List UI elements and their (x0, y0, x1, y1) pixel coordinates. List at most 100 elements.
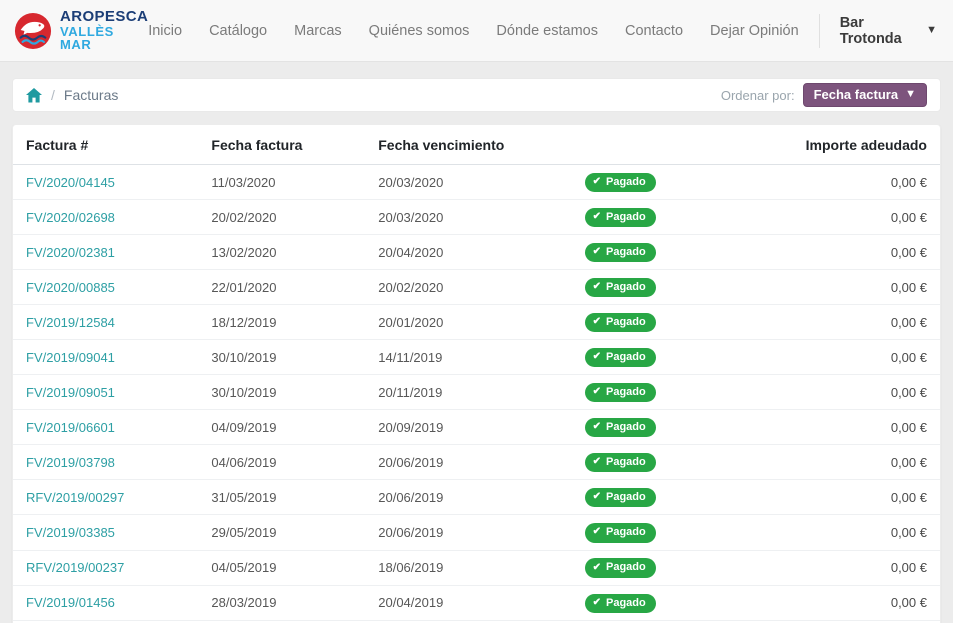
invoice-date-cell: 18/12/2019 (198, 304, 366, 341)
nav-links: Inicio Catálogo Marcas Quiénes somos Dón… (148, 23, 798, 39)
brand-logo[interactable]: AROPESCA VALLÈS MAR (14, 9, 148, 52)
check-icon: ✔ (592, 246, 601, 258)
check-icon: ✔ (592, 421, 601, 433)
nav-link[interactable]: Inicio (148, 22, 183, 39)
check-icon: ✔ (592, 386, 601, 398)
table-row: FV/2020/00885 22/01/2020 20/02/2020 ✔ Pa… (13, 269, 940, 306)
header-amount-due: Importe adeudado (708, 125, 940, 165)
invoice-date-cell: 04/09/2019 (198, 409, 366, 446)
amount-due-cell: 0,00 € (708, 620, 940, 623)
chevron-down-icon: ▼ (926, 24, 937, 36)
breadcrumb-separator: / (51, 87, 55, 103)
status-badge-label: Pagado (606, 316, 646, 329)
invoice-date-cell: 20/02/2020 (198, 199, 366, 236)
check-icon: ✔ (592, 526, 601, 538)
amount-due-cell: 0,00 € (708, 444, 940, 481)
due-date-cell: 20/03/2020 (365, 199, 533, 236)
nav-link[interactable]: Dónde estamos (496, 22, 598, 39)
invoice-number-link[interactable]: FV/2019/12584 (26, 314, 115, 330)
due-date-cell: 20/04/2020 (365, 234, 533, 271)
due-date-cell: 20/06/2019 (365, 444, 533, 481)
status-badge: ✔ Pagado (584, 523, 656, 543)
status-badge-label: Pagado (606, 386, 646, 399)
invoices-table: Factura # Fecha factura Fecha vencimient… (13, 125, 940, 623)
table-row: FV/2020/04145 11/03/2020 20/03/2020 ✔ Pa… (13, 164, 940, 201)
sort-by-dropdown[interactable]: Fecha factura ▼ (802, 83, 927, 107)
amount-due-cell: 0,00 € (708, 199, 940, 236)
sort-by-label: Ordenar por: (720, 87, 795, 103)
table-row: FV/2019/03798 04/06/2019 20/06/2019 ✔ Pa… (13, 444, 940, 481)
status-badge-label: Pagado (606, 175, 646, 188)
nav-link[interactable]: Contacto (624, 22, 684, 39)
home-icon[interactable] (26, 87, 42, 103)
invoice-number-link[interactable]: FV/2019/01456 (26, 595, 115, 611)
table-row: FV/2019/12584 18/12/2019 20/01/2020 ✔ Pa… (13, 304, 940, 341)
invoice-number-link[interactable]: RFV/2019/00297 (26, 489, 125, 505)
breadcrumb-current-page: Facturas (63, 87, 119, 103)
invoice-number-link[interactable]: FV/2019/09051 (26, 384, 115, 400)
status-badge: ✔ Pagado (584, 488, 656, 508)
table-row: RFV/2019/00297 31/05/2019 20/06/2019 ✔ P… (13, 479, 940, 516)
invoice-number-link[interactable]: FV/2020/04145 (26, 174, 115, 190)
amount-due-cell: 0,00 € (708, 164, 940, 201)
breadcrumb: / Facturas (26, 87, 118, 103)
header-invoice-number: Factura # (13, 125, 199, 165)
invoice-date-cell: 04/05/2019 (198, 550, 366, 586)
check-icon: ✔ (592, 351, 601, 363)
sort-by-value: Fecha factura (813, 87, 899, 102)
top-navbar: AROPESCA VALLÈS MAR Inicio Catálogo Marc… (0, 0, 953, 62)
chevron-down-icon: ▼ (905, 88, 916, 100)
user-menu[interactable]: Bar Trotonda ▼ (818, 13, 937, 48)
invoice-number-link[interactable]: FV/2020/02698 (26, 209, 115, 225)
due-date-cell: 20/03/2019 (365, 620, 533, 623)
invoice-number-link[interactable]: FV/2019/03798 (26, 454, 115, 470)
due-date-cell: 20/11/2019 (365, 374, 533, 411)
status-badge-label: Pagado (606, 456, 646, 469)
invoice-date-cell: 22/01/2020 (198, 269, 366, 306)
check-icon: ✔ (592, 456, 601, 468)
due-date-cell: 14/11/2019 (365, 339, 533, 376)
table-row: FV/2019/09041 30/10/2019 14/11/2019 ✔ Pa… (13, 339, 940, 376)
invoice-number-link[interactable]: RFV/2019/00237 (26, 560, 125, 576)
invoice-date-cell: 04/06/2019 (198, 444, 366, 481)
header-due-date: Fecha vencimiento (365, 125, 533, 165)
invoice-number-link[interactable]: FV/2019/09041 (26, 349, 115, 365)
table-row: FV/2019/00365 21/02/2019 20/03/2019 ✔ Pa… (13, 620, 940, 623)
status-badge: ✔ Pagado (584, 208, 656, 228)
invoice-date-cell: 13/02/2020 (198, 234, 366, 271)
status-badge-label: Pagado (606, 246, 646, 259)
invoice-number-link[interactable]: FV/2019/03385 (26, 524, 115, 540)
nav-link[interactable]: Marcas (294, 22, 342, 39)
status-badge: ✔ Pagado (584, 313, 656, 333)
invoice-number-link[interactable]: FV/2019/06601 (26, 419, 115, 435)
amount-due-cell: 0,00 € (708, 514, 940, 551)
due-date-cell: 20/01/2020 (365, 304, 533, 341)
invoice-date-cell: 30/10/2019 (198, 374, 366, 411)
nav-link[interactable]: Quiénes somos (368, 22, 470, 39)
status-badge-label: Pagado (606, 211, 646, 223)
amount-due-cell: 0,00 € (708, 550, 940, 586)
invoices-table-body: FV/2020/04145 11/03/2020 20/03/2020 ✔ Pa… (13, 164, 940, 623)
due-date-cell: 20/06/2019 (365, 479, 533, 516)
check-icon: ✔ (592, 561, 601, 573)
table-row: RFV/2019/00237 04/05/2019 18/06/2019 ✔ P… (13, 550, 940, 586)
check-icon: ✔ (592, 596, 601, 608)
nav-link[interactable]: Dejar Opinión (710, 22, 799, 39)
status-badge-label: Pagado (606, 526, 646, 539)
invoice-date-cell: 31/05/2019 (198, 479, 366, 516)
status-badge: ✔ Pagado (584, 593, 656, 613)
amount-due-cell: 0,00 € (708, 269, 940, 306)
invoice-number-link[interactable]: FV/2020/02381 (26, 244, 115, 260)
due-date-cell: 18/06/2019 (365, 550, 533, 586)
status-badge: ✔ Pagado (584, 383, 656, 403)
check-icon: ✔ (592, 281, 601, 293)
invoice-date-cell: 28/03/2019 (198, 585, 366, 621)
status-badge: ✔ Pagado (584, 172, 656, 193)
status-badge: ✔ Pagado (584, 243, 656, 263)
amount-due-cell: 0,00 € (708, 585, 940, 621)
table-row: FV/2020/02381 13/02/2020 20/04/2020 ✔ Pa… (13, 234, 940, 271)
status-badge-label: Pagado (606, 351, 646, 364)
invoice-number-link[interactable]: FV/2020/00885 (26, 279, 115, 295)
brand-name-line1: AROPESCA (60, 7, 149, 25)
nav-link[interactable]: Catálogo (209, 22, 268, 39)
